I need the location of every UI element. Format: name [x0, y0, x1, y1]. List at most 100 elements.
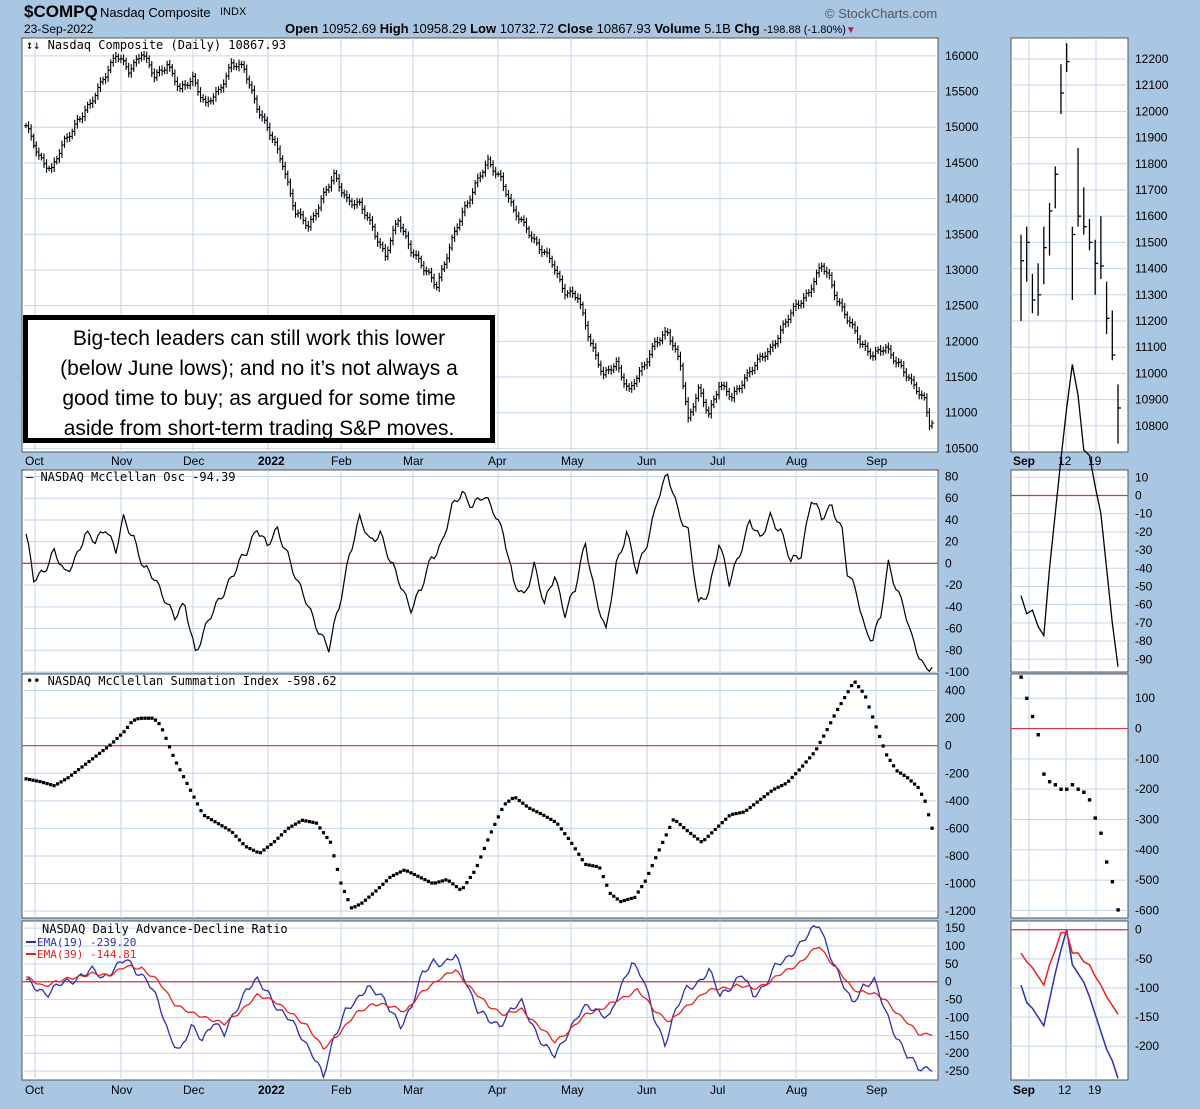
summation-point — [73, 770, 77, 775]
summation-point — [265, 845, 270, 849]
summation-point — [318, 826, 322, 830]
y-tick-label: 150 — [945, 921, 965, 935]
y-tick-label: -150 — [945, 1028, 969, 1042]
summation-point — [769, 789, 773, 793]
summation-point — [297, 820, 301, 824]
summation-point — [34, 779, 39, 783]
summation-point — [1116, 908, 1120, 912]
summation-point — [626, 897, 630, 902]
y-tick-label: -70 — [1135, 616, 1153, 630]
annotation-line: good time to buy; as argued for some tim… — [62, 387, 456, 410]
summation-point — [62, 778, 67, 782]
summation-point — [423, 878, 427, 882]
x-tick-label: Sep — [1013, 454, 1035, 468]
summation-point — [1059, 787, 1063, 791]
summation-point — [426, 879, 430, 883]
summation-point — [563, 832, 567, 836]
y-tick-label: 12500 — [945, 299, 979, 313]
summation-point — [843, 696, 847, 700]
summation-point — [689, 831, 693, 836]
x-tick-label: Apr — [488, 454, 507, 468]
ema-series-line — [1020, 931, 1119, 1015]
x-tick-label: Oct — [25, 1083, 44, 1097]
x-tick-label: Sep — [866, 454, 888, 468]
summation-point — [591, 864, 595, 868]
summation-point — [454, 885, 458, 889]
summation-point — [1082, 790, 1086, 795]
summation-point — [188, 788, 193, 792]
summation-point — [346, 898, 350, 902]
summation-point — [360, 901, 364, 905]
summation-point — [839, 701, 843, 706]
summation-point — [685, 829, 689, 833]
summation-point — [157, 721, 161, 726]
summation-point — [801, 764, 805, 768]
summation-point — [1093, 816, 1097, 820]
summation-point — [745, 808, 749, 812]
x-tick-label: Aug — [786, 454, 807, 468]
summation-point — [822, 734, 826, 738]
summation-point — [293, 822, 298, 826]
source-logo[interactable]: © StockCharts.com — [825, 6, 938, 21]
y-tick-label: -400 — [945, 794, 969, 808]
y-tick-label: 200 — [945, 711, 965, 725]
summation-point — [622, 898, 626, 903]
y-tick-label: 11600 — [1135, 209, 1168, 223]
index-name: Nasdaq Composite — [100, 5, 211, 20]
summation-point — [517, 798, 521, 803]
y-tick-label: -100 — [1135, 981, 1159, 995]
x-tick-label: 2022 — [258, 454, 285, 468]
summation-point — [45, 782, 49, 786]
summation-point — [668, 825, 672, 830]
summation-point — [878, 734, 882, 739]
y-tick-label: -800 — [945, 849, 969, 863]
summation-point — [269, 842, 273, 847]
summation-point — [1087, 798, 1092, 802]
main-pane — [21, 920, 939, 1081]
x-tick-label: Nov — [111, 454, 132, 468]
summation-point — [24, 777, 28, 781]
summation-point — [160, 728, 165, 732]
summation-point — [804, 760, 808, 764]
y-tick-label: 0 — [1135, 722, 1142, 736]
summation-point — [374, 889, 378, 893]
y-tick-label: 15500 — [945, 85, 979, 99]
summation-point — [472, 870, 476, 874]
y-tick-label: 13000 — [945, 263, 979, 277]
summation-point — [857, 685, 861, 689]
summation-point — [307, 820, 312, 824]
summation-point — [223, 826, 228, 830]
y-tick-label: -200 — [945, 766, 969, 780]
summation-point — [710, 831, 714, 835]
y-tick-label: 10900 — [1135, 393, 1169, 407]
summation-point — [286, 826, 291, 830]
exchange-label: INDX — [220, 6, 247, 18]
summation-point — [752, 803, 756, 807]
chg-label: Chg — [734, 21, 760, 36]
summation-point — [482, 846, 486, 851]
summation-point — [381, 882, 385, 886]
panel-title: — NASDAQ McClellan Osc -94.39 — [26, 470, 236, 484]
summation-point — [440, 879, 444, 883]
summation-point — [325, 835, 329, 840]
summation-point — [605, 883, 609, 887]
summation-point — [703, 838, 707, 842]
summation-point — [706, 834, 710, 838]
y-tick-label: -80 — [945, 643, 963, 657]
y-tick-label: -50 — [1135, 579, 1153, 593]
summation-point — [55, 782, 60, 786]
summation-point — [437, 880, 441, 884]
x-tick-label: Nov — [111, 1083, 132, 1097]
summation-point — [199, 809, 203, 813]
y-tick-label: -30 — [1135, 543, 1153, 557]
summation-point — [899, 771, 903, 775]
y-tick-label: -40 — [1135, 561, 1153, 575]
summation-point — [1110, 880, 1115, 884]
summation-point — [671, 818, 675, 822]
summation-point — [97, 751, 102, 755]
y-tick-label: -50 — [1135, 952, 1153, 966]
summation-point — [780, 783, 784, 788]
y-tick-label: 11000 — [1135, 366, 1168, 380]
summation-point — [167, 745, 172, 749]
summation-point — [311, 820, 315, 824]
